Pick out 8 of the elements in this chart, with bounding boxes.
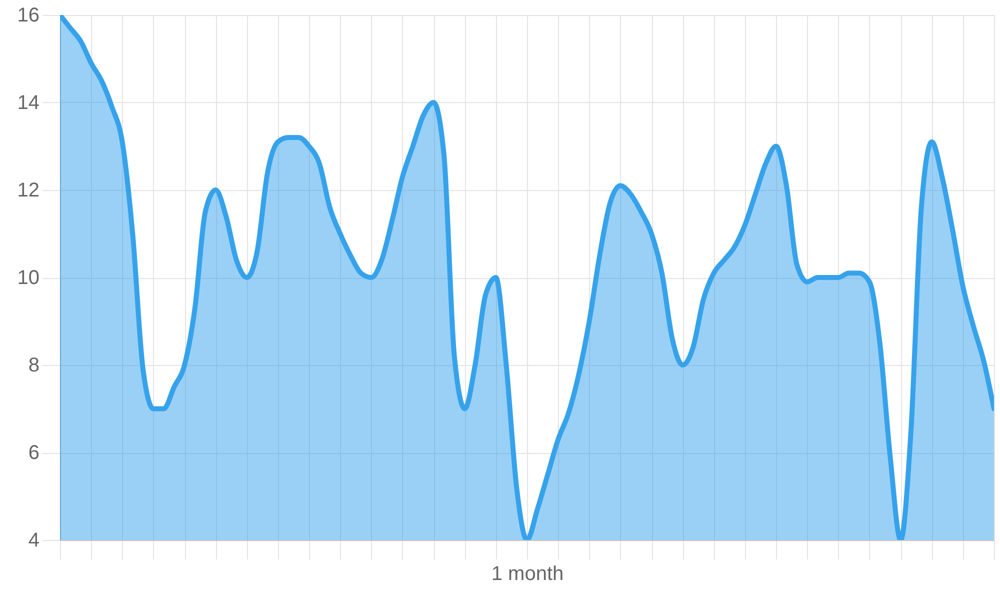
y-tick-label: 10 xyxy=(17,267,40,289)
y-tick-label: 8 xyxy=(28,354,40,376)
y-tick-label: 12 xyxy=(17,180,40,202)
y-tick-label: 4 xyxy=(28,530,40,552)
y-tick-label: 14 xyxy=(17,92,40,114)
x-axis-title: 1 month xyxy=(491,563,564,585)
y-tick-label: 16 xyxy=(17,4,40,26)
y-tick-label: 6 xyxy=(28,442,40,464)
